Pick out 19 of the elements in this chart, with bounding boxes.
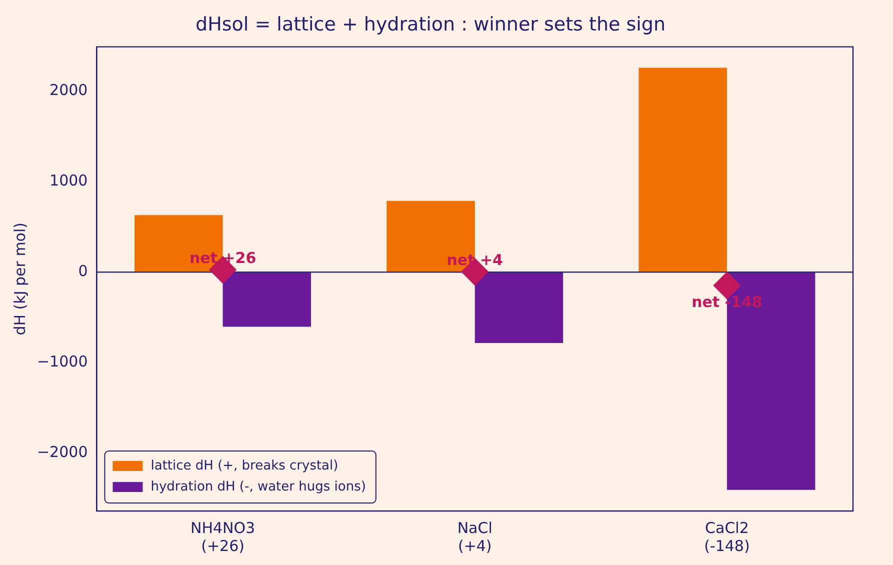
bar <box>474 272 564 343</box>
chart-title: dHsol = lattice + hydration : winner sets the sign <box>196 13 666 36</box>
x-tick-label: CaCl2 (-148) <box>704 518 750 555</box>
y-axis-title: dH (kJ per mol) <box>10 222 29 336</box>
y-tick-label: −1000 <box>36 352 88 370</box>
y-tick-label: 2000 <box>50 81 88 100</box>
y-tick-label: −2000 <box>36 442 88 461</box>
y-tick-label: 0 <box>78 262 88 280</box>
annotation: net +26 <box>189 249 256 268</box>
bar <box>134 215 223 272</box>
x-tick-label: NH4NO3 (+26) <box>190 518 256 555</box>
bar <box>222 272 312 327</box>
bar <box>726 272 816 490</box>
y-tick-label: 1000 <box>50 172 88 190</box>
x-tick-label: NaCl (+4) <box>457 518 492 555</box>
legend-label: hydration dH (-, water hugs ions) <box>150 479 366 494</box>
bar <box>386 200 475 272</box>
bar <box>638 68 727 272</box>
legend-label: lattice dH (+, breaks crystal) <box>150 458 338 474</box>
